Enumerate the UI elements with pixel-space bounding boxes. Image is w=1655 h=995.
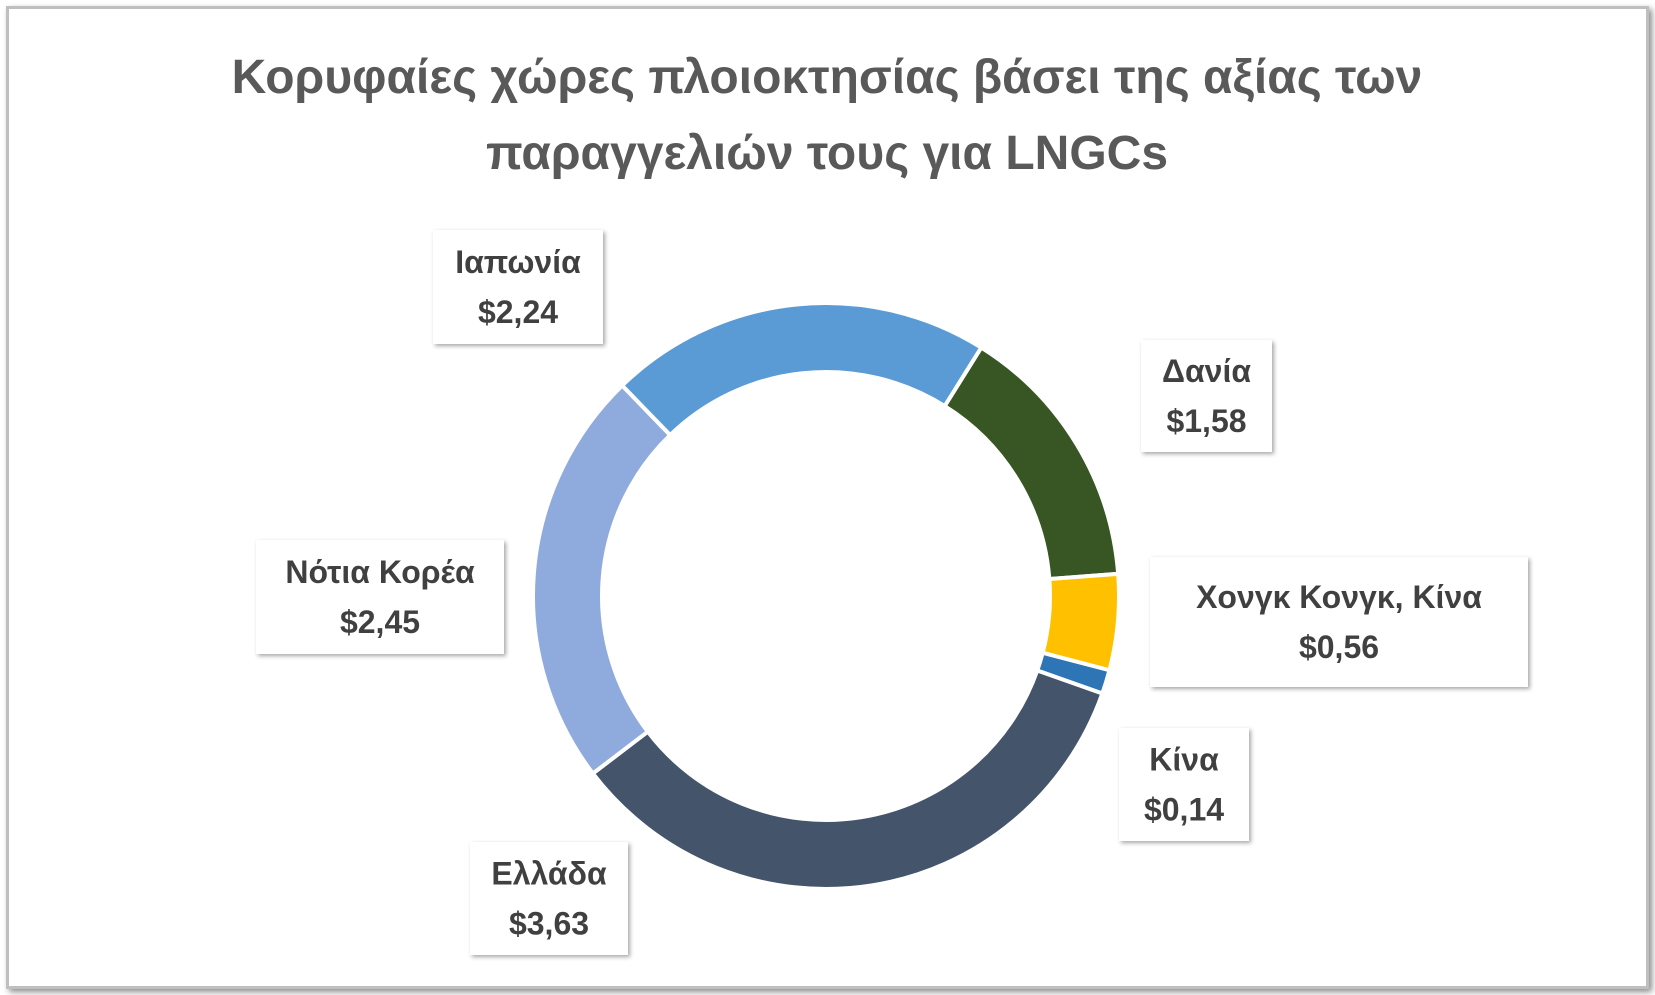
label-box <box>433 230 603 344</box>
label-box <box>1119 728 1249 841</box>
value-label: $1,58 <box>1166 403 1246 439</box>
value-label: $2,45 <box>340 604 420 640</box>
category-label: Ελλάδα <box>491 856 607 892</box>
chart-title: Κορυφαίες χώρες πλοιοκτησίας βάσει της α… <box>231 51 1423 180</box>
category-label: Κίνα <box>1149 742 1219 778</box>
category-label: Νότια Κορέα <box>285 554 475 590</box>
category-label: Ιαπωνία <box>455 244 581 280</box>
value-label: $0,14 <box>1144 792 1224 828</box>
donut-slice <box>619 301 985 438</box>
label-box <box>470 842 628 955</box>
label-box <box>1141 340 1272 452</box>
value-label: $2,24 <box>478 294 558 330</box>
category-label: Δανία <box>1162 353 1251 389</box>
donut-slice <box>941 344 1121 582</box>
value-label: $0,56 <box>1299 629 1379 665</box>
label-box <box>1150 557 1528 687</box>
value-label: $3,63 <box>509 906 589 942</box>
category-label: Χονγκ Κονγκ, Κίνα <box>1196 579 1482 615</box>
donut-slice <box>590 667 1105 891</box>
label-box <box>256 540 504 654</box>
donut-slice <box>531 382 674 777</box>
